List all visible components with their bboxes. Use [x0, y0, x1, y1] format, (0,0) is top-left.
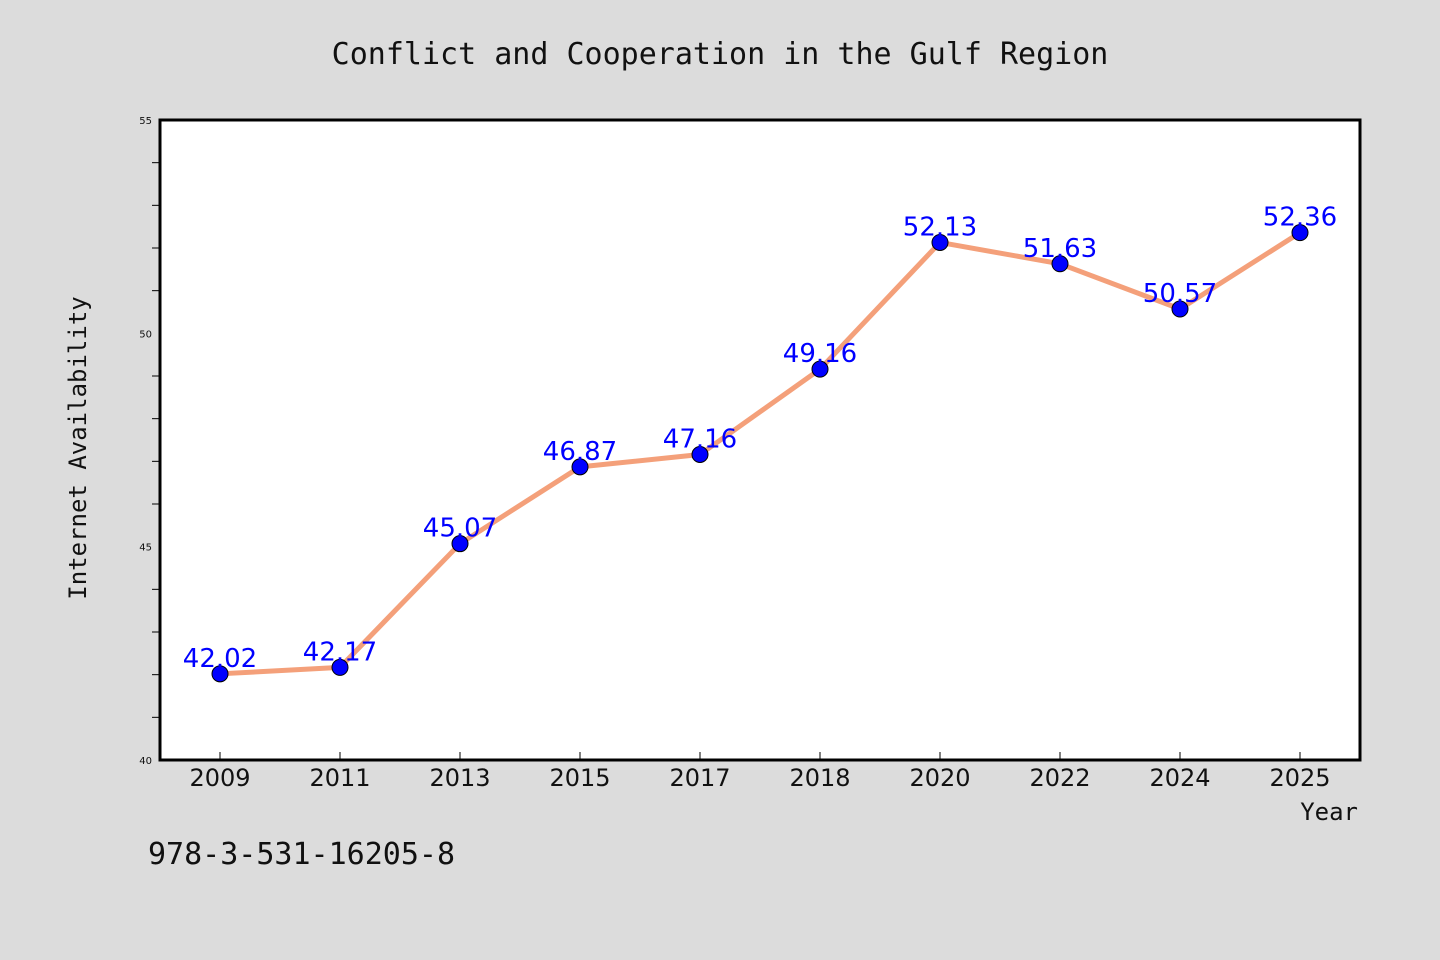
data-label: 52.36 [1263, 203, 1337, 233]
data-point [1291, 224, 1309, 242]
data-point [691, 446, 709, 464]
series-line [217, 230, 1303, 677]
plot-area [158, 118, 1362, 762]
x-tick-label: 2011 [309, 764, 370, 792]
data-label: 49.16 [783, 339, 857, 369]
chart-title: Conflict and Cooperation in the Gulf Reg… [332, 37, 1109, 72]
x-tick-label: 2025 [1269, 764, 1330, 792]
data-label: 52.13 [903, 212, 977, 242]
data-point [571, 458, 589, 476]
series-group [211, 224, 1309, 683]
data-point [811, 360, 829, 378]
y-tick-label: 45 [139, 543, 152, 554]
y-axis: 40 45 50 55 [139, 116, 160, 767]
x-tick-label: 2013 [429, 764, 490, 792]
data-labels-group: 42.02 42.17 45.07 46.87 47.16 49.16 52.13 51.63… [183, 203, 1337, 674]
data-label: 46.87 [543, 437, 617, 467]
y-tick-label: 40 [139, 756, 152, 767]
data-label: 45.07 [423, 514, 497, 544]
data-point [331, 658, 349, 676]
data-label: 42.02 [183, 644, 257, 674]
data-point [211, 665, 229, 683]
x-tick-label: 2020 [909, 764, 970, 792]
x-tick-label: 2024 [1149, 764, 1210, 792]
data-label: 51.63 [1023, 234, 1097, 264]
data-point [1051, 255, 1069, 273]
x-tick-label: 2022 [1029, 764, 1090, 792]
data-label: 42.17 [303, 637, 377, 667]
data-label: 50.57 [1143, 279, 1217, 309]
x-tick-label: 2015 [549, 764, 610, 792]
x-axis: 2009 2011 2013 2015 2017 2018 2020 2022 2024 2025 [189, 752, 1331, 792]
data-label: 47.16 [663, 425, 737, 455]
data-point [451, 535, 469, 553]
x-tick-label: 2009 [189, 764, 250, 792]
x-axis-label: Year [1300, 798, 1358, 826]
x-tick-label: 2018 [789, 764, 850, 792]
data-point [931, 233, 949, 251]
y-tick-label: 50 [139, 329, 152, 340]
isbn-text: 978-3-531-16205-8 [148, 837, 455, 872]
x-tick-label: 2017 [669, 764, 730, 792]
y-tick-label: 55 [139, 116, 152, 127]
data-point [1171, 300, 1189, 318]
y-axis-label: Internet Availability [64, 296, 92, 599]
